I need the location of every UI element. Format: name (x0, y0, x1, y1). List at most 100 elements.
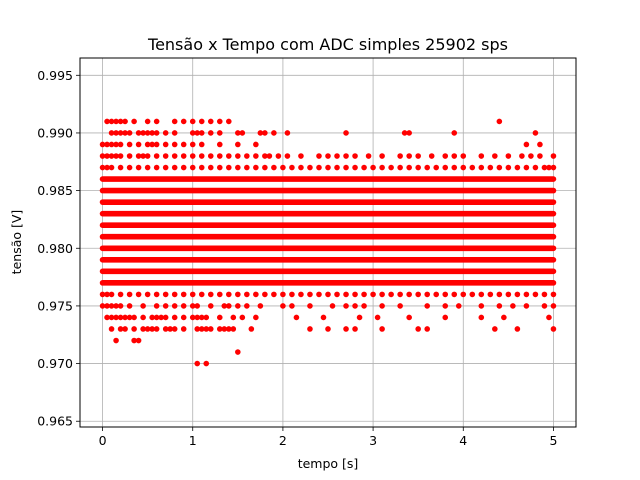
data-point (235, 303, 241, 309)
data-point (406, 291, 412, 298)
data-point (216, 141, 223, 148)
data-point (180, 118, 187, 125)
data-point (478, 303, 485, 309)
data-point (180, 303, 187, 309)
data-point (505, 153, 512, 159)
data-point (144, 326, 151, 332)
data-point (99, 303, 106, 309)
data-point (226, 153, 232, 159)
data-point-band (99, 210, 557, 217)
data-point (374, 314, 381, 321)
data-point (153, 303, 160, 309)
data-point (492, 153, 498, 159)
data-point (415, 164, 421, 171)
data-point (532, 164, 539, 171)
data-point (289, 303, 295, 309)
data-point (343, 130, 349, 136)
data-point (131, 326, 137, 332)
data-point (144, 130, 151, 136)
data-point (356, 314, 363, 321)
data-point (207, 326, 214, 332)
data-point (244, 291, 250, 298)
data-point (537, 153, 543, 159)
data-point (514, 291, 521, 298)
data-point (244, 153, 250, 159)
x-tick-label: 5 (549, 433, 557, 448)
data-point (194, 360, 201, 367)
data-point (325, 164, 331, 171)
data-point (248, 326, 255, 332)
data-point (198, 326, 205, 332)
data-point (469, 291, 476, 298)
data-point (406, 314, 412, 321)
data-point (379, 303, 385, 309)
data-point (280, 291, 286, 298)
data-point (550, 326, 557, 332)
data-point (117, 130, 124, 136)
data-point (496, 118, 503, 125)
data-point (149, 141, 155, 148)
data-point (108, 153, 115, 159)
data-point (198, 153, 205, 159)
data-point (253, 291, 259, 298)
data-point (271, 291, 277, 298)
data-point (478, 291, 485, 298)
data-point (113, 337, 119, 344)
data-point (523, 164, 530, 171)
data-point (207, 153, 214, 159)
data-point (307, 164, 313, 171)
data-point (216, 291, 223, 298)
data-point (235, 130, 241, 136)
data-point (207, 303, 214, 309)
data-point (171, 303, 178, 309)
data-point (505, 164, 512, 171)
data-point (171, 141, 178, 148)
data-point (189, 291, 196, 298)
x-axis-label: tempo [s] (298, 456, 359, 471)
data-point (171, 326, 178, 332)
x-tick-label: 1 (189, 433, 197, 448)
data-point (239, 314, 246, 321)
data-point (415, 153, 421, 159)
data-point (162, 153, 169, 159)
data-point (117, 291, 124, 298)
plot-frame (79, 57, 577, 428)
data-point (253, 141, 259, 148)
data-point (126, 303, 133, 309)
x-tick-label: 2 (279, 433, 287, 448)
data-point (528, 153, 534, 159)
data-point (126, 314, 133, 321)
data-point (239, 130, 246, 136)
data-point (307, 326, 313, 332)
data-point (180, 291, 187, 298)
data-point (117, 118, 124, 125)
data-point (198, 141, 205, 148)
data-point (460, 291, 467, 298)
data-point (226, 164, 232, 171)
data-point (361, 164, 367, 171)
data-point (235, 164, 241, 171)
data-point (505, 291, 512, 298)
data-point (361, 303, 367, 309)
data-point (492, 326, 498, 332)
data-point (307, 303, 313, 309)
y-tick-label: 0.965 (37, 414, 73, 429)
data-point (180, 164, 187, 171)
data-point (171, 153, 178, 159)
data-point (235, 291, 241, 298)
data-point (122, 118, 128, 125)
data-point (171, 291, 178, 298)
data-point (478, 153, 485, 159)
data-point (113, 314, 119, 321)
data-point (189, 118, 196, 125)
data-point (541, 303, 548, 309)
data-point-band (99, 280, 557, 286)
data-point (207, 164, 214, 171)
data-point (496, 303, 503, 309)
data-point (131, 118, 137, 125)
data-point (307, 291, 313, 298)
data-point (226, 118, 232, 125)
data-point (126, 291, 133, 298)
data-point (104, 118, 110, 125)
